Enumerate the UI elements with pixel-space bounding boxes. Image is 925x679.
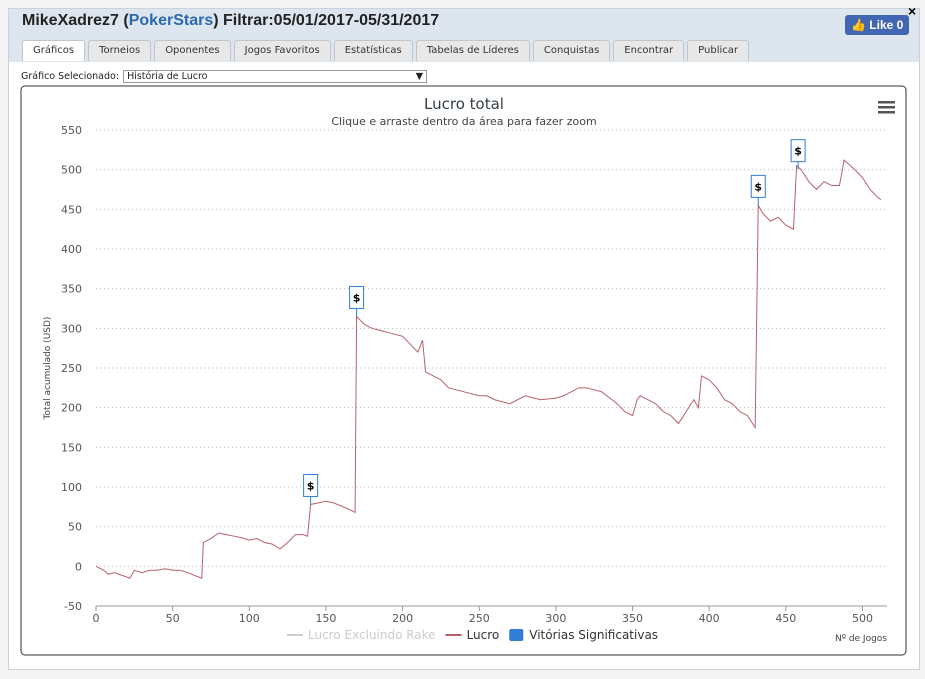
- chart-frame: [20, 85, 907, 656]
- flag-label: $: [754, 180, 762, 193]
- y-tick-label: 450: [61, 203, 82, 216]
- tab[interactable]: Torneios: [88, 40, 152, 61]
- select[interactable]: História de Lucro ▼: [123, 70, 428, 83]
- flag-box: [790, 139, 806, 163]
- flag-label: $: [307, 479, 315, 492]
- header-title: MikeXadrez7 (PokerStars) Filtrar:05/01/2…: [22, 12, 439, 30]
- y-tick-label: 400: [61, 243, 82, 256]
- y-tick-label: 550: [61, 124, 82, 137]
- legend-label: Lucro: [467, 628, 500, 642]
- chart-title: Lucro total: [424, 95, 504, 113]
- x-tick-label: 100: [239, 612, 260, 625]
- legend-label: Lucro Excluindo Rake: [308, 628, 436, 642]
- tab[interactable]: Encontrar: [613, 40, 685, 61]
- flag-box: [349, 285, 365, 309]
- y-tick-label: 500: [61, 164, 82, 177]
- y-tick-label: 150: [61, 441, 82, 454]
- flag: $: [750, 174, 766, 206]
- filter: ) Filtrar:05/01/2017-05/31/2017: [213, 12, 440, 29]
- x-tick-label: 200: [392, 612, 413, 625]
- tab[interactable]: Jogos Favoritos: [233, 40, 331, 61]
- x-axis-label: Nº de Jogos: [835, 634, 887, 644]
- like-button[interactable]: 👍 Like 0: [845, 15, 910, 35]
- y-tick-label: 200: [61, 402, 82, 415]
- tab[interactable]: Gráficos: [22, 40, 86, 61]
- tab[interactable]: Oponentes: [154, 40, 231, 61]
- legend-label: Vitórias Significativas: [529, 628, 658, 642]
- x-tick-label: 500: [852, 612, 873, 625]
- x-tick-label: 450: [775, 612, 796, 625]
- x-tick-label: 350: [622, 612, 643, 625]
- y-tick-label: 100: [61, 481, 82, 494]
- flag-box: [750, 174, 766, 198]
- line: [95, 159, 882, 579]
- y-tick-label: 300: [61, 322, 82, 335]
- flag-label: $: [353, 291, 361, 304]
- flag: $: [790, 139, 806, 170]
- y-tick-label: 0: [75, 560, 82, 573]
- tab[interactable]: Tabelas de Líderes: [415, 40, 530, 61]
- select-value: História de Lucro: [127, 71, 208, 82]
- chart-selector: Gráfico Selecionado: História de Lucro ▼: [21, 70, 428, 83]
- x-tick-label: 50: [166, 612, 180, 625]
- y-axis-label: Total acumulado (USD): [43, 317, 53, 421]
- selector-label: Gráfico Selecionado:: [21, 71, 120, 82]
- tab[interactable]: Publicar: [687, 40, 750, 61]
- menu-icon[interactable]: [878, 101, 895, 114]
- x-tick-label: 300: [545, 612, 566, 625]
- chart-subtitle: Clique e arraste dentro da área para faz…: [331, 115, 596, 128]
- like-label: Like 0: [869, 18, 904, 32]
- y-tick-label: 50: [68, 521, 82, 534]
- flag-box: [303, 473, 319, 497]
- flag: $: [349, 285, 365, 317]
- x-tick-label: 250: [469, 612, 490, 625]
- y-tick-label: 250: [61, 362, 82, 375]
- y-tick-label: 350: [61, 283, 82, 296]
- tab[interactable]: Conquistas: [532, 40, 611, 61]
- flag: $: [303, 473, 319, 505]
- x-tick-label: 400: [699, 612, 720, 625]
- y-tick-label: -50: [64, 600, 82, 613]
- flag-label: $: [794, 145, 802, 158]
- site-link[interactable]: PokerStars: [128, 12, 214, 29]
- legend-swatch: [509, 629, 524, 641]
- close-button[interactable]: ×: [908, 3, 917, 19]
- tabs: Gráficos Torneios Oponentes Jogos Favoritos…: [22, 40, 750, 61]
- legend-item[interactable]: Lucro Excluindo Rake: [287, 628, 436, 642]
- select-arrow: ▼: [415, 71, 424, 82]
- tab[interactable]: Estatísticas: [333, 40, 413, 61]
- x-tick-label: 0: [93, 612, 100, 625]
- user: MikeXadrez7 (: [22, 12, 129, 29]
- legend-item[interactable]: Vitórias Significativas: [509, 628, 658, 642]
- legend-item[interactable]: Lucro: [445, 628, 500, 642]
- x-tick-label: 150: [315, 612, 336, 625]
